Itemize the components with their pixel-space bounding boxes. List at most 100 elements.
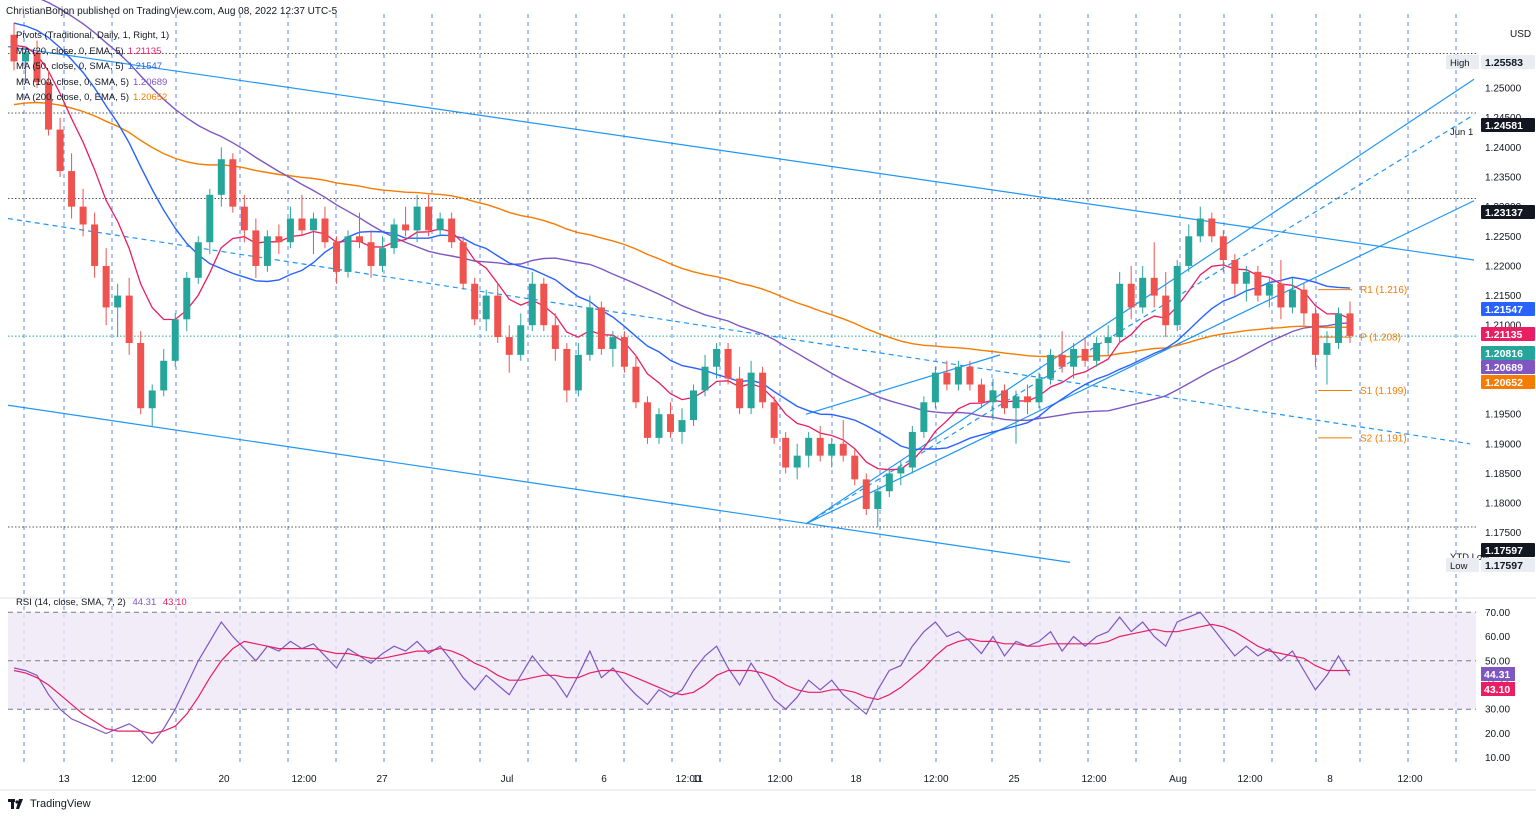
candle-body [1024,396,1032,403]
candle-body [45,82,53,130]
candle-body [148,390,156,409]
price-label-tag-box [1446,558,1479,572]
price-tick-label: 1.21500 [1485,291,1522,302]
rsi-ma-legend-value: 43.10 [162,597,187,608]
rsi-legend-label: RSI (14, close, SMA, 7, 2) [16,597,126,608]
candle-body [102,265,110,308]
candle-body [56,129,64,172]
time-tick-label: 20 [218,774,230,785]
time-tick-label: Aug [1169,774,1187,785]
price-label-box [1481,375,1535,389]
ma200-line [13,101,1351,358]
candle-body [805,437,813,456]
rsi-ma-line [13,623,1350,735]
rsi-legend[interactable]: RSI (14, close, SMA, 7, 2) 44.31 43.10 [16,597,187,608]
candle-body [1104,337,1112,344]
price-tick-label: 1.24000 [1485,143,1522,154]
candle-body [989,390,997,403]
candle-body [701,366,709,391]
candle-body [954,366,962,385]
candle-body [885,473,893,492]
candle-body [1311,313,1319,355]
tradingview-footer[interactable]: TradingView [8,798,91,810]
candle-body [471,283,479,320]
candle-body [678,420,686,432]
rsi-value-label: 43.10 [1484,684,1510,696]
price-axis: 1.170001.175001.180001.185001.190001.195… [1446,29,1535,764]
candle-body [298,218,306,231]
pivot-label: P (1.208) [1360,333,1401,344]
candle-body [540,283,548,326]
price-label-value: 1.17597 [1485,560,1523,572]
candle-body [839,443,847,456]
candle-body [1219,236,1227,261]
candle-body [356,236,364,243]
legend-ema200[interactable]: MA (200, close, 0, EMA, 5) 1.20652 [16,90,169,106]
price-label-box [1481,558,1535,572]
price-tick-label: 1.22000 [1485,261,1522,272]
time-tick-label: 13 [58,774,70,785]
ma50-line [13,22,1351,451]
legend-value: 1.21135 [127,45,162,57]
candle-body [194,242,202,278]
candle-body [1070,348,1078,367]
candle-body [897,467,905,474]
candle-body [1047,354,1055,379]
candle-body [309,218,317,231]
candle-body [263,236,271,266]
legend-label: MA (200, close, 0, EMA, 5) [16,92,129,103]
candle-body [286,218,294,243]
price-label-box [1481,55,1535,69]
candle-body [183,277,191,320]
candle-body [125,295,133,344]
candle-body [528,283,536,326]
candle-body [79,206,87,225]
candle-body [367,242,375,266]
candle-body [1058,354,1066,367]
candle-body [977,384,985,403]
price-tick-label: 1.19000 [1485,439,1522,450]
candle-body [620,337,628,367]
candle-body [747,372,755,409]
candle-body [206,194,214,243]
legend-sma100[interactable]: MA (100, close, 0, SMA, 5) 1.20689 [16,75,169,91]
candle-body [160,360,168,391]
candle-body [229,159,237,207]
legend-value: 1.20689 [133,76,168,88]
rsi-tick-label: 30.00 [1485,705,1510,716]
legend-sma50[interactable]: MA (50, close, 0, SMA, 5) 1.21547 [16,59,169,75]
candle-body [332,242,340,272]
legend-label: MA (50, close, 0, SMA, 5) [16,61,124,72]
time-tick-label: 12:00 [767,774,792,785]
candle-body [666,414,674,432]
candle-body [1150,277,1158,296]
ma100-line [40,0,1351,421]
candle-body [425,206,433,231]
candle-body [574,354,582,391]
rsi-tick-label: 10.00 [1485,753,1510,764]
candle-body [137,343,145,409]
rsi-tick-label: 70.00 [1485,608,1510,619]
price-label-tag: Low [1450,561,1468,572]
candle-body [828,443,836,456]
descending-channel-mid [7,217,1471,445]
tradingview-logo-icon [8,798,23,809]
price-label-value: 1.20689 [1485,362,1523,374]
pivot-levels: R1 (1.216) P (1.208) S1 (1.199) S2 (1.191) [1318,285,1407,444]
candle-body [713,348,721,367]
price-tick-label: 1.19500 [1485,410,1522,421]
time-tick-label: 27 [376,774,388,785]
price-label-value: 1.20816 [1485,348,1523,360]
candle-body [33,52,41,83]
price-tick-label: 1.18500 [1485,469,1522,480]
candle-body [390,224,398,249]
candle-body [10,34,18,62]
candle-body [1139,277,1147,308]
time-tick-label: 25 [1008,774,1020,785]
legend-ema20[interactable]: MA (20, close, 0, EMA, 5) 1.21135 [16,44,169,60]
candle-body [1288,289,1296,308]
legend-pivots[interactable]: Pivots (Traditional, Daily, 1, Right, 1) [16,28,169,44]
candle-body [551,325,559,349]
